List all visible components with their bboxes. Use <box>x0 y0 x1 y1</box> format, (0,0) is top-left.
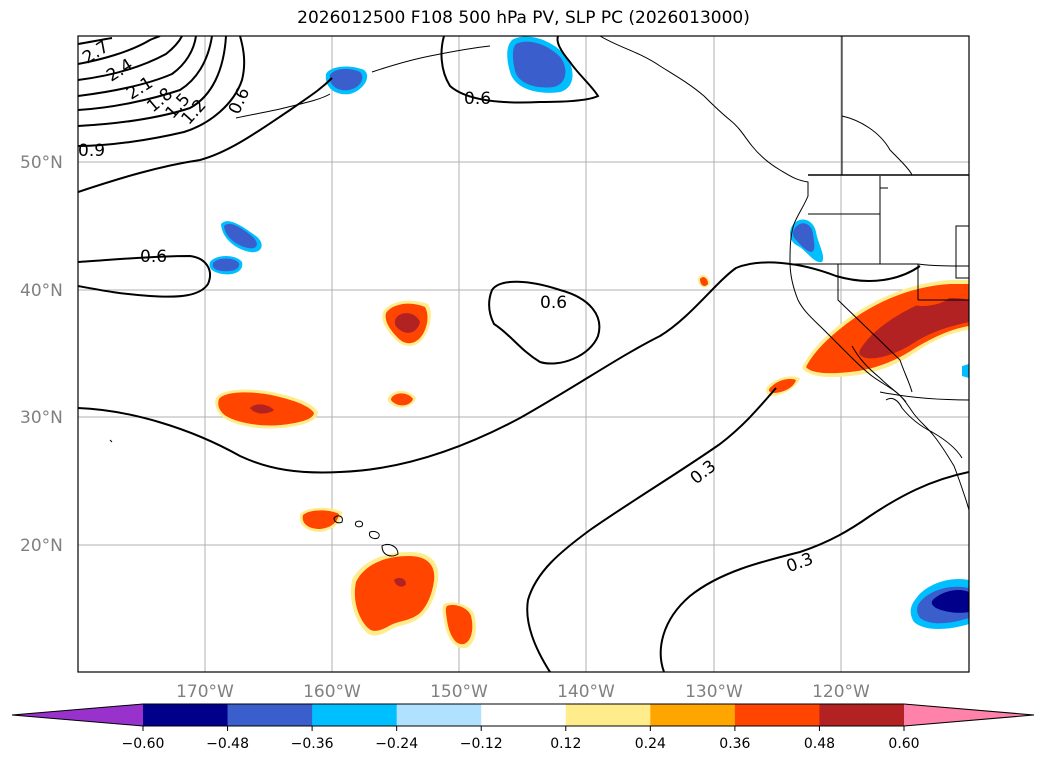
contour-0.6-closed <box>488 280 601 365</box>
colorbar-tick-label: −0.60 <box>122 736 165 752</box>
colorbar-segment <box>819 704 905 726</box>
lon-label-140w: 140°W <box>557 682 615 702</box>
colorbar-segment <box>227 704 313 726</box>
map-frame <box>77 35 970 673</box>
contour-label: 0.6 <box>140 247 167 267</box>
positive-pv-anomalies <box>215 275 969 649</box>
hawaii-islands <box>333 515 399 557</box>
colorbar-segment <box>734 704 820 726</box>
lat-label-40n: 40°N <box>20 281 63 301</box>
colorbar-segment <box>396 704 482 726</box>
contour-0.9 <box>78 36 246 147</box>
colorbar: −0.60 −0.48 −0.36 −0.24 −0.12 0.12 0.24 0.36 0.4… <box>11 703 1035 752</box>
colorbar-tick-label: 0.36 <box>719 736 750 752</box>
colorbar-segment <box>312 704 398 726</box>
contour-label: 0.6 <box>464 89 491 109</box>
colorbar-extend-high <box>904 704 1034 726</box>
colorbar-extend-low <box>12 704 143 726</box>
contour-2.4 <box>78 36 161 65</box>
contour-label: 0.9 <box>78 141 105 161</box>
page-title: 2026012500 F108 500 hPa PV, SLP PC (2026… <box>297 8 750 28</box>
contour-label: 0.6 <box>540 293 567 313</box>
colorbar-tick-label: 0.24 <box>635 736 666 752</box>
latitude-labels: 50°N 40°N 30°N 20°N <box>20 153 63 556</box>
contour-0.6-west <box>78 254 211 298</box>
lat-label-30n: 30°N <box>20 408 63 428</box>
north-american-coastline <box>599 36 969 511</box>
map-area[interactable]: 2.7 2.4 2.1 1.8 1.5 1.2 0.9 0.6 0.6 0.6 … <box>78 36 969 672</box>
colorbar-tick-label: 0.60 <box>888 736 919 752</box>
colorbar-segment <box>143 704 229 726</box>
colorbar-segment <box>481 704 567 726</box>
lat-label-20n: 20°N <box>20 536 63 556</box>
contour-0.3-south2 <box>526 387 777 672</box>
contour-0.6-gulf <box>440 36 600 104</box>
contour-0.3-main <box>78 261 921 474</box>
colorbar-tick-label: −0.48 <box>206 736 249 752</box>
colorbar-segment <box>650 704 736 726</box>
lon-label-160w: 160°W <box>303 682 361 702</box>
lon-label-170w: 170°W <box>176 682 234 702</box>
lon-label-150w: 150°W <box>430 682 488 702</box>
contour-2.7 <box>78 37 113 45</box>
contour-0.3-south <box>659 471 969 672</box>
lon-label-130w: 130°W <box>685 682 743 702</box>
colorbar-segment <box>565 704 651 726</box>
colorbar-tick-label: −0.24 <box>375 736 418 752</box>
contour-1.5 <box>78 36 213 111</box>
contour-1.2 <box>78 36 227 127</box>
colorbar-tick-label: −0.36 <box>291 736 334 752</box>
lon-label-120w: 120°W <box>812 682 870 702</box>
political-borders <box>790 36 969 401</box>
contour-0.6-north <box>78 77 333 193</box>
contour-2.1 <box>78 36 183 81</box>
contours <box>78 36 969 672</box>
negative-pv-anomalies <box>209 36 969 629</box>
lat-label-50n: 50°N <box>20 153 63 173</box>
colorbar-tick-label: −0.12 <box>460 736 503 752</box>
colorbar-tick-label: 0.48 <box>804 736 835 752</box>
longitude-labels: 170°W 160°W 150°W 140°W 130°W 120°W <box>176 682 870 702</box>
colorbar-tick-label: 0.12 <box>550 736 581 752</box>
contour-1.8 <box>78 36 197 97</box>
